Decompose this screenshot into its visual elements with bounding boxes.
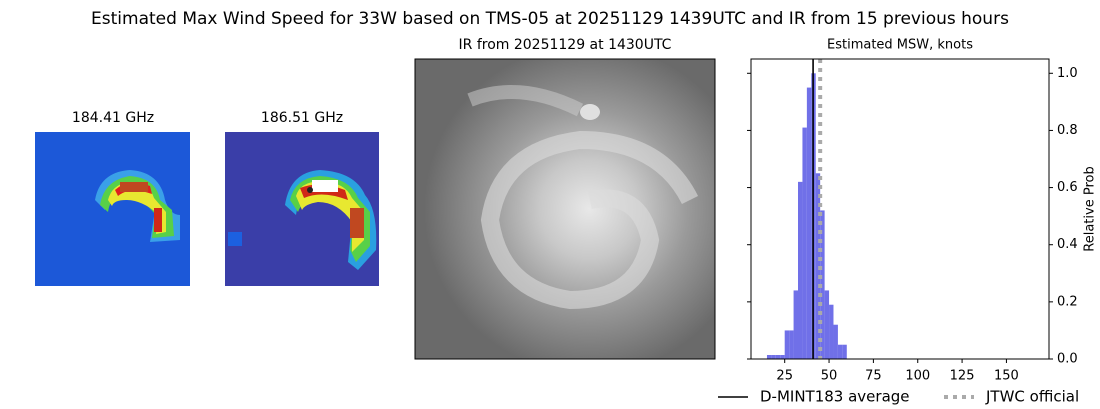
bar [793, 290, 799, 359]
bar [780, 355, 785, 359]
bar [833, 324, 838, 359]
figure-title: Estimated Max Wind Speed for 33W based o… [91, 9, 1009, 29]
bar [837, 344, 843, 359]
x-tick-label: 150 [994, 369, 1019, 384]
bar [806, 87, 812, 360]
bar [824, 290, 830, 359]
y-tick-label: 0.6 [1057, 180, 1078, 195]
x-tick-label: 75 [865, 369, 882, 384]
y-tick-label: 0.2 [1057, 294, 1078, 309]
legend-label: JTWC official [985, 388, 1079, 406]
bar [842, 344, 847, 359]
ir-image [414, 58, 716, 360]
microwave-image [225, 132, 379, 286]
bar [789, 330, 794, 359]
bar [798, 181, 803, 359]
bar [784, 330, 790, 359]
bar [820, 210, 825, 359]
x-tick-label: 25 [776, 369, 793, 384]
legend: D-MINT183 average JTWC official [718, 388, 1079, 406]
histogram: 25 50 75 100 125 150 0.0 0.2 0.4 0.6 0.8 1.0 [747, 58, 1078, 384]
legend-label: D-MINT183 average [760, 388, 910, 406]
y-tick-label: 0.8 [1057, 123, 1078, 138]
y-tick-label: 0.4 [1057, 237, 1078, 252]
y-tick-label: 0.0 [1057, 352, 1078, 367]
bar [802, 127, 807, 359]
x-tick-label: 100 [905, 369, 930, 384]
plot-frame [750, 58, 1050, 360]
bar [815, 173, 821, 359]
bar [775, 355, 781, 359]
panel-title: 186.51 GHz [261, 110, 343, 126]
panel-title: IR from 20251129 at 1430UTC [459, 37, 672, 53]
bar [829, 304, 834, 359]
bar [766, 355, 772, 359]
bar [771, 355, 776, 359]
y-axis-label: Relative Prob [1083, 166, 1098, 251]
y-tick-label: 1.0 [1057, 66, 1078, 81]
chart-title: Estimated MSW, knots [827, 38, 973, 53]
x-tick-label: 50 [821, 369, 838, 384]
panel-title: 184.41 GHz [72, 110, 154, 126]
microwave-image [35, 132, 190, 286]
x-tick-label: 125 [950, 369, 975, 384]
